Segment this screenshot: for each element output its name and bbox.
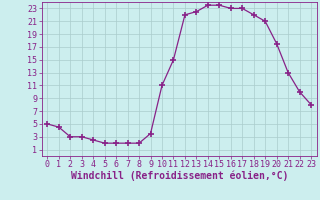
X-axis label: Windchill (Refroidissement éolien,°C): Windchill (Refroidissement éolien,°C): [70, 171, 288, 181]
